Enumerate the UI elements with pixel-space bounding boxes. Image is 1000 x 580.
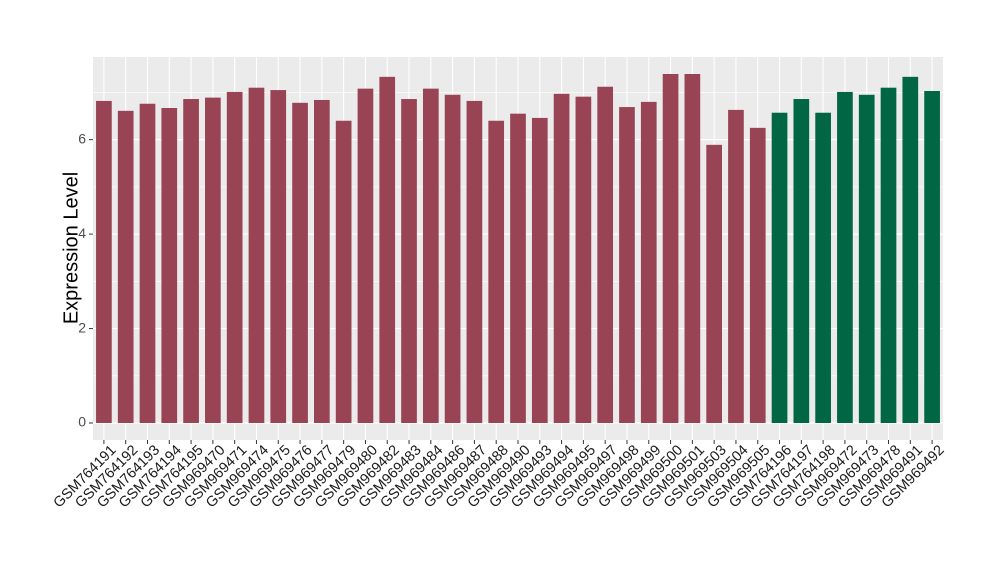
bar xyxy=(662,74,679,423)
bar xyxy=(771,112,788,423)
bar xyxy=(858,94,875,423)
bar xyxy=(401,99,417,423)
y-tick-label: 4 xyxy=(78,225,86,241)
bar xyxy=(335,120,352,423)
bar xyxy=(183,99,199,423)
bar xyxy=(117,110,134,423)
y-tick-label: 6 xyxy=(78,130,86,146)
bar xyxy=(924,91,940,423)
bar xyxy=(270,90,287,423)
bar xyxy=(531,117,548,423)
bar xyxy=(161,108,178,423)
bar xyxy=(553,93,570,423)
bar xyxy=(226,91,243,423)
bar xyxy=(815,112,831,423)
bar xyxy=(488,120,505,423)
bar xyxy=(314,99,330,423)
y-tick-label: 2 xyxy=(78,319,86,335)
bar xyxy=(902,76,919,423)
bar xyxy=(619,107,635,423)
bar xyxy=(205,97,221,423)
bar xyxy=(728,109,744,423)
bar xyxy=(575,96,592,423)
bar xyxy=(139,103,156,423)
y-tick-label: 0 xyxy=(78,414,86,430)
bar xyxy=(640,101,657,423)
bar xyxy=(880,87,897,423)
bar xyxy=(793,99,810,423)
bar xyxy=(444,94,461,423)
bar xyxy=(357,88,374,423)
bar xyxy=(466,100,483,423)
bar xyxy=(706,144,722,423)
bar xyxy=(292,102,308,423)
bar xyxy=(749,127,766,423)
y-axis-title: Expression Level xyxy=(60,172,82,324)
bar xyxy=(96,100,112,423)
bar xyxy=(248,87,265,423)
bar xyxy=(684,74,701,423)
bar xyxy=(597,86,614,423)
bar xyxy=(510,113,526,423)
bar xyxy=(379,76,396,423)
bar xyxy=(422,88,439,423)
bar xyxy=(837,91,853,423)
